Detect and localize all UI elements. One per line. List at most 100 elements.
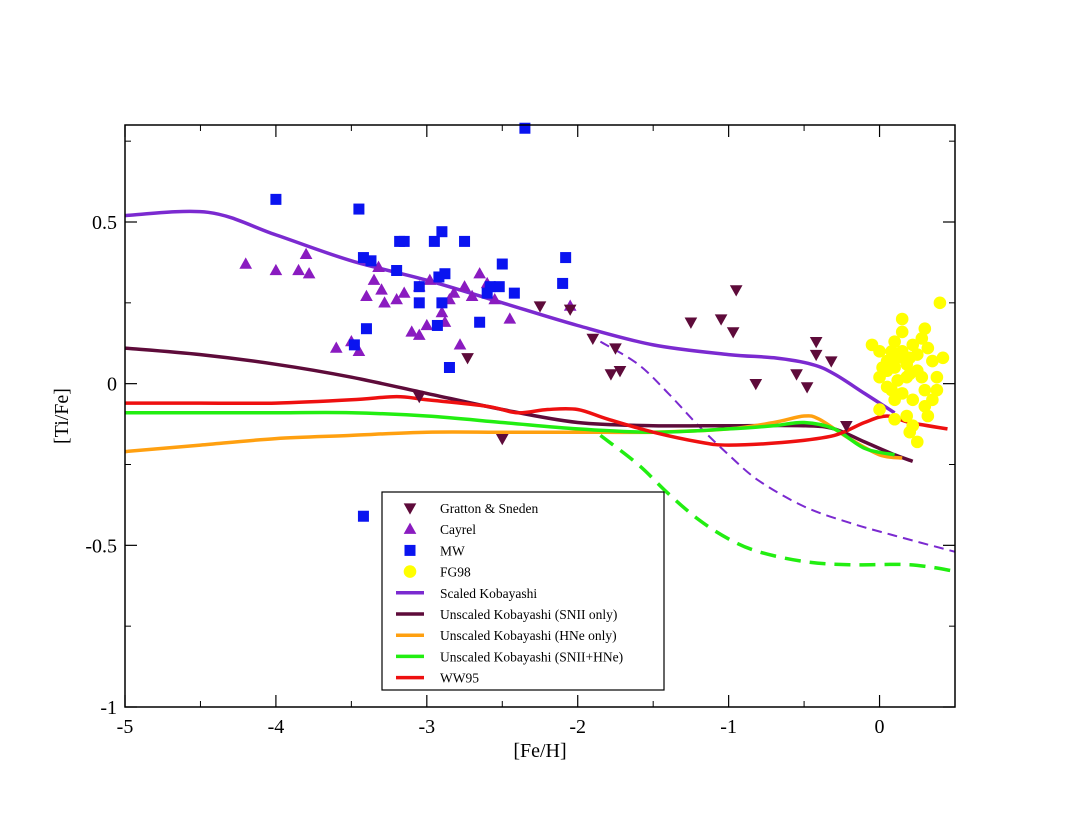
point-fg98 <box>900 370 914 384</box>
legend-box <box>381 491 665 691</box>
point-gratton-sneden <box>726 327 740 339</box>
point-cayrel <box>292 263 305 276</box>
y-tick-label: -1 <box>100 697 117 719</box>
point-mw <box>439 268 451 280</box>
point-cayrel <box>372 260 385 272</box>
legend-item: Unscaled Kobayashi (SNII only) <box>396 607 617 622</box>
point-gratton-sneden <box>461 353 474 365</box>
point-cayrel <box>423 273 437 285</box>
point-mw <box>357 252 369 264</box>
point-mw <box>357 510 369 522</box>
point-fg98 <box>873 370 886 384</box>
point-gratton-sneden <box>533 301 547 313</box>
point-cayrel <box>367 273 381 285</box>
point-mw <box>560 252 572 264</box>
plot-markers <box>239 122 950 522</box>
point-fg98 <box>873 403 886 416</box>
point-mw <box>433 271 445 283</box>
point-fg98 <box>895 325 909 339</box>
point-gratton-sneden <box>824 356 838 368</box>
point-cayrel <box>453 338 467 350</box>
legend-item: MW <box>404 543 465 558</box>
legend-item: Scaled Kobayashi <box>396 586 537 601</box>
point-fg98 <box>903 425 917 439</box>
y-tick-label: 0 <box>107 374 117 396</box>
point-gratton-sneden <box>684 317 698 329</box>
point-fg98 <box>895 312 909 326</box>
point-gratton-sneden <box>563 304 577 316</box>
point-mw <box>557 277 569 289</box>
legend: Gratton & Sneden Cayrel MW FG98 Scaled Kobay… <box>381 491 665 691</box>
point-mw <box>493 281 505 293</box>
point-mw <box>353 203 365 215</box>
point-cayrel <box>352 344 366 357</box>
point-cayrel <box>435 305 449 318</box>
point-fg98 <box>885 383 898 397</box>
point-fg98 <box>903 351 917 365</box>
point-mw <box>428 235 440 247</box>
point-fg98 <box>930 370 944 384</box>
legend-item: Gratton & Sneden <box>403 501 538 516</box>
point-mw <box>398 235 410 247</box>
point-mw <box>413 281 425 293</box>
point-fg98 <box>888 335 901 348</box>
y-tick-label: -0.5 <box>85 535 117 557</box>
point-mw <box>519 122 531 134</box>
point-fg98 <box>906 393 920 407</box>
plot-lines <box>125 209 955 573</box>
point-fg98 <box>910 435 924 449</box>
point-gratton-sneden <box>790 369 803 381</box>
y-tick-label: 0.5 <box>92 212 117 234</box>
point-fg98 <box>900 409 914 423</box>
point-cayrel <box>465 289 479 302</box>
point-fg98 <box>921 409 935 423</box>
point-mw <box>481 287 493 299</box>
legend-label: Unscaled Kobayashi (HNe only) <box>440 628 617 643</box>
series-line-unscaled-kobayashi-snii-hne <box>125 410 895 457</box>
legend-label: FG98 <box>440 565 471 580</box>
point-cayrel <box>360 289 373 302</box>
series-line-unscaled-kobayashi-snii-only <box>125 346 914 463</box>
point-fg98 <box>906 338 920 352</box>
point-gratton-sneden <box>809 349 823 362</box>
x-tick-label: 0 <box>875 716 885 738</box>
point-mw <box>443 362 455 373</box>
legend-swatch-mw <box>404 544 416 556</box>
point-fg98 <box>918 383 932 397</box>
point-gratton-sneden <box>495 433 509 446</box>
x-tick-label: -5 <box>117 716 134 738</box>
point-gratton-sneden <box>604 369 618 381</box>
point-cayrel <box>378 296 391 308</box>
point-cayrel <box>329 341 343 353</box>
point-fg98 <box>888 412 901 426</box>
point-gratton-sneden <box>840 421 853 433</box>
point-mw <box>270 193 282 205</box>
point-mw <box>413 297 425 309</box>
x-tick-label: -1 <box>720 716 737 738</box>
point-mw <box>496 258 508 270</box>
legend-swatch-cayrel <box>403 522 417 534</box>
point-cayrel <box>269 263 283 276</box>
legend-label: Unscaled Kobayashi (SNII+HNe) <box>440 649 623 664</box>
legend-label: Gratton & Sneden <box>440 501 538 516</box>
x-tick-label: -2 <box>569 716 586 738</box>
point-gratton-sneden <box>809 336 823 349</box>
point-cayrel <box>375 283 388 295</box>
point-gratton-sneden <box>800 382 814 394</box>
point-gratton-sneden <box>729 285 743 297</box>
series-line-unscaled-kobayashi-snii-hne-extension <box>599 434 955 573</box>
point-fg98 <box>936 351 950 365</box>
point-gratton-sneden <box>586 333 600 345</box>
point-fg98 <box>933 296 947 310</box>
point-fg98 <box>921 341 935 355</box>
point-mw <box>484 281 496 293</box>
legend-item: FG98 <box>403 565 471 580</box>
x-axis-title: [Fe/H] <box>513 740 566 762</box>
legend-item: WW95 <box>396 671 479 686</box>
point-mw <box>365 255 377 267</box>
legend-item: Unscaled Kobayashi (HNe only) <box>396 628 617 643</box>
legend-item: Unscaled Kobayashi (SNII+HNe) <box>396 649 623 664</box>
point-cayrel <box>239 257 253 269</box>
legend-item: Cayrel <box>403 522 476 537</box>
